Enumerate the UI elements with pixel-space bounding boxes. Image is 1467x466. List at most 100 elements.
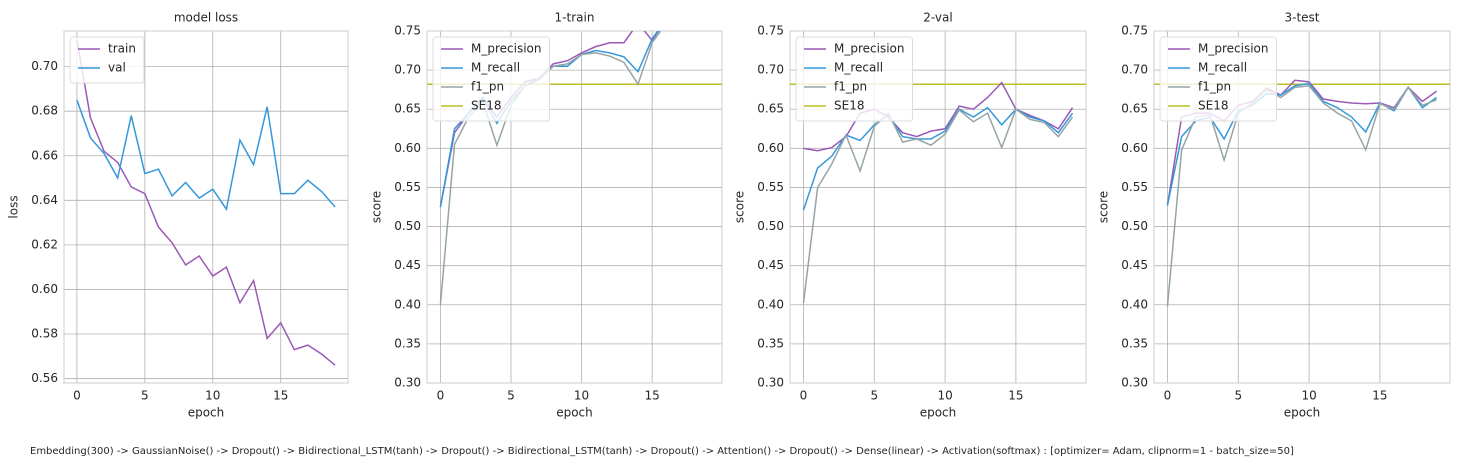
x-tick-label: 0 [800, 389, 808, 403]
y-tick-label: 0.65 [394, 102, 421, 116]
y-tick-label: 0.75 [757, 24, 784, 38]
lines [76, 39, 336, 366]
legend: train val [69, 36, 145, 84]
y-tick-label: 0.35 [394, 336, 421, 350]
legend-label: f1_pn [834, 80, 867, 94]
x-tick-label: 10 [937, 389, 952, 403]
y-tick-label: 0.55 [394, 180, 421, 194]
x-tick-label: 10 [205, 389, 220, 403]
legend-label: M_precision [471, 42, 542, 56]
y-tick-label: 0.50 [394, 219, 421, 233]
x-tick-label: 0 [73, 389, 81, 403]
x-axis-label: epoch [920, 406, 957, 420]
series-line [76, 99, 336, 212]
y-tick-label: 0.50 [757, 219, 784, 233]
legend-box [432, 36, 550, 122]
legend-label: M_recall [1198, 61, 1247, 75]
y-tick-label: 0.62 [31, 237, 58, 251]
legend-label: M_recall [471, 61, 520, 75]
x-tick-label: 5 [1234, 389, 1242, 403]
legend-label: M_recall [834, 61, 883, 75]
y-tick-label: 0.50 [1121, 219, 1148, 233]
series-line [802, 108, 1074, 304]
subplot: 0.30 0.35 0.40 0.45 0.50 0.55 0.60 0.65 0.70 0.75… [733, 11, 1087, 420]
x-axis-label: epoch [556, 406, 593, 420]
legend-label: f1_pn [1198, 80, 1231, 94]
y-tick-label: 0.64 [31, 193, 58, 207]
x-tick-label: 5 [507, 389, 515, 403]
y-tick-label: 0.30 [757, 376, 784, 390]
x-tick-label: 0 [1164, 389, 1172, 403]
legend-box [795, 36, 913, 122]
y-tick-label: 0.40 [394, 297, 421, 311]
caption: Embedding(300) -> GaussianNoise() -> Dro… [30, 446, 1294, 457]
x-axis-label: epoch [1284, 406, 1321, 420]
y-tick-label: 0.70 [394, 63, 421, 77]
y-tick-label: 0.30 [394, 376, 421, 390]
x-axis-label: epoch [188, 406, 225, 420]
x-tick-label: 10 [574, 389, 589, 403]
series-line [802, 106, 1074, 211]
y-tick-label: 0.55 [1121, 180, 1148, 194]
legend-label: f1_pn [471, 80, 504, 94]
legend-label: SE18 [1198, 99, 1228, 113]
y-tick-label: 0.56 [31, 371, 58, 385]
legend: M_precision M_recall f1_pn SE18 [1159, 36, 1277, 122]
y-tick-label: 0.40 [757, 297, 784, 311]
y-tick-label: 0.70 [1121, 63, 1148, 77]
plot-frame [789, 30, 1087, 384]
x-tick-label: 0 [437, 389, 445, 403]
series-line [803, 81, 1074, 152]
y-tick-label: 0.30 [1121, 376, 1148, 390]
x-tick-label: 15 [273, 389, 288, 403]
chart-title: model loss [174, 11, 238, 25]
y-tick-label: 0.60 [1121, 141, 1148, 155]
x-tick-label: 10 [1301, 389, 1316, 403]
y-tick-label: 0.35 [757, 336, 784, 350]
plot-frame [1153, 30, 1451, 384]
y-tick-label: 0.45 [394, 258, 421, 272]
legend: M_precision M_recall f1_pn SE18 [795, 36, 913, 122]
x-tick-label: 5 [870, 389, 878, 403]
y-tick-label: 0.60 [31, 282, 58, 296]
legend-label: M_precision [834, 42, 905, 56]
legend-box [1159, 36, 1277, 122]
legend-label: M_precision [1198, 42, 1269, 56]
plot-frame [63, 30, 349, 384]
y-axis-label: score [370, 191, 384, 223]
x-tick-label: 15 [644, 389, 659, 403]
y-tick-label: 0.70 [31, 59, 58, 73]
y-tick-label: 0.45 [757, 258, 784, 272]
chart-title: 2-val [923, 11, 952, 25]
y-tick-label: 0.68 [31, 104, 58, 118]
subplot: 0.30 0.35 0.40 0.45 0.50 0.55 0.60 0.65 0.70 0.75… [370, 11, 723, 420]
subplot: 0.30 0.35 0.40 0.45 0.50 0.55 0.60 0.65 0.70 0.75… [1097, 11, 1451, 420]
y-tick-label: 0.65 [1121, 102, 1148, 116]
y-tick-label: 0.60 [394, 141, 421, 155]
y-tick-label: 0.70 [757, 63, 784, 77]
y-tick-label: 0.66 [31, 148, 58, 162]
subplot: 0.56 0.58 0.60 0.62 0.64 0.66 0.68 0.70 0 5 10 15 mo… [7, 11, 349, 420]
y-tick-label: 0.75 [1121, 24, 1148, 38]
legend-label: val [108, 61, 126, 75]
y-tick-label: 0.60 [757, 141, 784, 155]
chart-title: 1-train [555, 11, 595, 25]
y-tick-label: 0.40 [1121, 297, 1148, 311]
series-line [1166, 84, 1437, 307]
legend-label: SE18 [834, 99, 864, 113]
y-axis-label: score [1097, 191, 1111, 223]
legend: M_precision M_recall f1_pn SE18 [432, 36, 550, 122]
y-tick-label: 0.35 [1121, 336, 1148, 350]
plot-frame [426, 30, 723, 384]
lines [790, 81, 1086, 304]
legend-label: train [108, 42, 136, 56]
y-tick-label: 0.55 [757, 180, 784, 194]
plot-area [64, 31, 348, 383]
x-tick-label: 15 [1008, 389, 1023, 403]
y-tick-label: 0.45 [1121, 258, 1148, 272]
y-tick-label: 0.65 [757, 102, 784, 116]
chart-title: 3-test [1284, 11, 1319, 25]
y-axis-label: loss [7, 195, 21, 218]
y-tick-label: 0.75 [394, 24, 421, 38]
